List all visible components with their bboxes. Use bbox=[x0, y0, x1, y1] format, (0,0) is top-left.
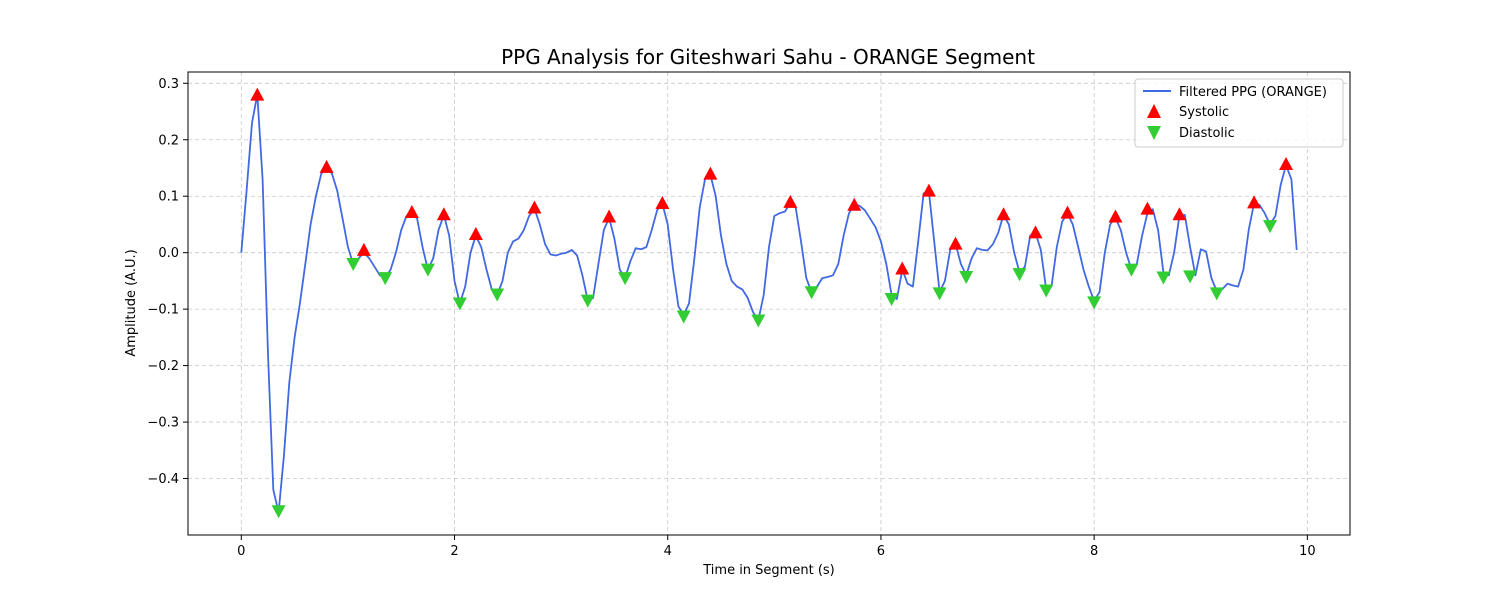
chart-title: PPG Analysis for Giteshwari Sahu - ORANG… bbox=[501, 45, 1035, 69]
systolic-marker bbox=[356, 242, 371, 256]
systolic-marker bbox=[1140, 201, 1155, 215]
y-tick-label: 0.2 bbox=[158, 133, 179, 148]
diastolic-marker bbox=[420, 263, 435, 277]
systolic-marker bbox=[921, 183, 936, 197]
diastolic-marker bbox=[1183, 270, 1198, 284]
diastolic-marker bbox=[1124, 263, 1139, 277]
systolic-marker bbox=[602, 209, 617, 223]
diastolic-marker bbox=[452, 297, 467, 311]
diastolic-marker bbox=[1087, 296, 1102, 310]
y-tick-label: 0.0 bbox=[158, 246, 179, 261]
y-tick-label: −0.4 bbox=[147, 472, 179, 487]
systolic-marker bbox=[895, 261, 910, 275]
diastolic-marker bbox=[751, 314, 766, 328]
diastolic-marker bbox=[490, 288, 505, 302]
plot-frame bbox=[187, 71, 1351, 536]
diastolic-marker bbox=[676, 310, 691, 324]
diastolic-marker bbox=[1039, 284, 1054, 298]
systolic-marker bbox=[468, 227, 483, 241]
systolic-marker bbox=[847, 197, 862, 211]
x-tick-label: 0 bbox=[237, 544, 245, 559]
systolic-marker bbox=[527, 200, 542, 214]
diastolic-marker bbox=[1263, 220, 1278, 234]
legend-label-systolic: Systolic bbox=[1179, 105, 1229, 120]
diastolic-marker bbox=[271, 505, 286, 519]
systolic-marker bbox=[319, 159, 334, 173]
y-tick-label: 0.1 bbox=[158, 190, 179, 205]
y-tick-label: −0.3 bbox=[147, 416, 179, 431]
legend-label-filtered: Filtered PPG (ORANGE) bbox=[1179, 85, 1327, 100]
y-tick-label: 0.3 bbox=[158, 77, 179, 92]
systolic-marker bbox=[783, 194, 798, 208]
legend-box bbox=[1134, 78, 1344, 148]
legend-diastolic-marker bbox=[1147, 126, 1161, 140]
diastolic-marker bbox=[378, 272, 393, 286]
systolic-marker bbox=[1172, 207, 1187, 221]
diastolic-marker bbox=[580, 294, 595, 308]
systolic-marker bbox=[404, 205, 419, 219]
systolic-marker bbox=[250, 87, 265, 101]
x-tick-label: 2 bbox=[450, 544, 458, 559]
systolic-marker bbox=[996, 207, 1011, 221]
legend: Filtered PPG (ORANGE) Systolic Diastolic bbox=[1134, 78, 1344, 148]
legend-systolic-marker bbox=[1147, 104, 1161, 118]
plot-area bbox=[240, 87, 1298, 519]
diastolic-marker bbox=[804, 286, 819, 300]
diastolic-marker bbox=[932, 287, 947, 301]
systolic-marker bbox=[1028, 225, 1043, 239]
x-tick-label: 4 bbox=[664, 544, 672, 559]
x-tick-label: 8 bbox=[1090, 544, 1098, 559]
y-tick-label: −0.2 bbox=[147, 359, 179, 374]
y-axis-title: Amplitude (A.U.) bbox=[124, 249, 139, 356]
x-tick-label: 6 bbox=[877, 544, 885, 559]
axes: 0 2 4 6 8 10 0.3 0.2 0.1 0.0 −0.1 −0.2 −0.3 −0.4 bbox=[147, 77, 1315, 559]
x-axis-title: Time in Segment (s) bbox=[702, 563, 834, 578]
systolic-marker bbox=[703, 166, 718, 180]
y-tick-label: −0.1 bbox=[147, 303, 179, 318]
systolic-marker bbox=[1247, 195, 1262, 209]
x-tick-label: 10 bbox=[1299, 544, 1316, 559]
systolic-marker bbox=[655, 195, 670, 209]
diastolic-marker bbox=[959, 270, 974, 284]
systolic-marker bbox=[436, 207, 451, 221]
diastolic-marker bbox=[618, 272, 633, 286]
diastolic-marker bbox=[1012, 268, 1027, 282]
systolic-marker bbox=[1108, 209, 1123, 223]
legend-label-diastolic: Diastolic bbox=[1179, 126, 1235, 141]
diastolic-marker bbox=[346, 257, 361, 271]
diastolic-marker bbox=[884, 292, 899, 306]
systolic-marker bbox=[1060, 205, 1075, 219]
diastolic-marker bbox=[1156, 271, 1171, 285]
series-line-filtered-ppg bbox=[240, 93, 1298, 514]
systolic-marker bbox=[948, 236, 963, 250]
systolic-marker bbox=[1279, 157, 1294, 171]
diastolic-marker bbox=[1209, 287, 1224, 301]
